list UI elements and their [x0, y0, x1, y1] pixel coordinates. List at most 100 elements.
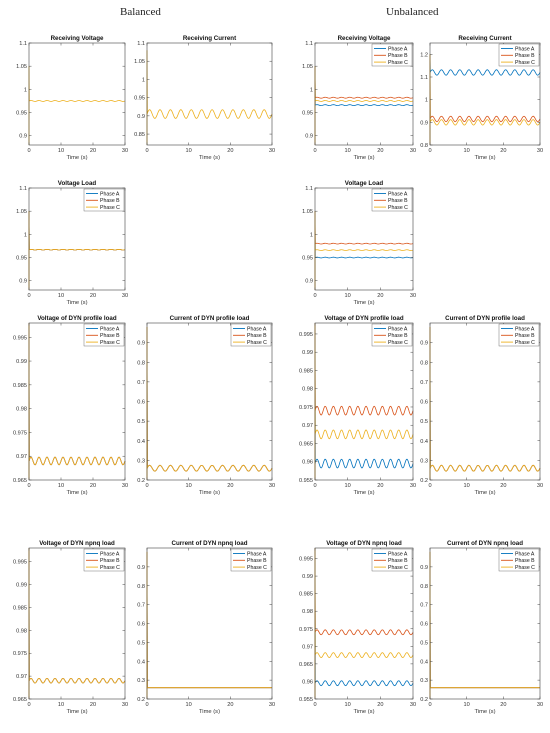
series-line-c [28, 547, 126, 699]
x-axis-label: Time (s) [66, 155, 87, 161]
x-axis-label: Time (s) [474, 490, 495, 496]
y-tick-label: 0.975 [299, 405, 313, 411]
y-tick-label: 0.9 [137, 565, 145, 571]
legend-label: Phase A [247, 326, 267, 332]
series-line-a [146, 551, 272, 699]
y-tick-label: 1.05 [134, 59, 145, 65]
y-tick-label: 1 [24, 232, 27, 238]
y-tick-label: 0.6 [137, 400, 145, 406]
plot-title: Receiving Voltage [51, 35, 104, 42]
y-tick-label: 0.965 [13, 697, 27, 703]
plot-4: Receiving Current 0.8 0.9 1 1.1 1.2 0 10 20 30 Tim… [420, 35, 543, 161]
series-line-b [314, 322, 414, 480]
y-tick-label: 0.9 [19, 134, 27, 140]
x-tick-label: 10 [345, 293, 351, 299]
plot-frame [28, 322, 126, 481]
legend-label: Phase C [388, 205, 408, 211]
y-tick-label: 1.1 [19, 41, 27, 47]
y-tick-label: 0.975 [299, 627, 313, 633]
x-tick-label: 30 [122, 702, 128, 708]
x-tick-label: 10 [464, 148, 470, 154]
y-tick-label: 0.4 [137, 659, 145, 665]
x-axis-label: Time (s) [353, 709, 374, 715]
y-tick-label: 1.1 [305, 41, 313, 47]
plot-13: Voltage of DYN npnq load 0.955 0.96 0.965 0.… [299, 540, 416, 715]
x-axis-label: Time (s) [199, 709, 220, 715]
legend-label: Phase B [388, 333, 408, 339]
y-tick-label: 0.8 [420, 143, 428, 149]
y-tick-label: 1.05 [302, 209, 313, 215]
series-line-a [429, 551, 540, 699]
series-line-b [28, 322, 126, 480]
unbalanced-header: Unbalanced [386, 6, 439, 18]
x-tick-label: 10 [464, 702, 470, 708]
legend-label: Phase B [388, 558, 408, 564]
x-tick-label: 0 [27, 148, 30, 154]
plot-7: Voltage of DYN profile load 0.965 0.97 0.97… [13, 315, 128, 496]
x-tick-label: 10 [186, 148, 192, 154]
y-tick-label: 0.99 [302, 574, 313, 580]
plot-title: Voltage of DYN profile load [37, 315, 117, 322]
x-tick-label: 30 [537, 483, 543, 489]
y-tick-label: 0.955 [299, 697, 313, 703]
y-tick-label: 0.965 [13, 478, 27, 484]
x-axis-label: Time (s) [66, 709, 87, 715]
legend-label: Phase C [515, 60, 535, 66]
plot-6: Voltage Load 0.9 0.95 1 1.05 1.1 0 10 20 30 Time (… [302, 180, 416, 306]
y-tick-label: 1.1 [137, 41, 145, 47]
x-tick-label: 20 [500, 148, 506, 154]
x-axis-label: Time (s) [199, 490, 220, 496]
series-line-b [429, 551, 540, 699]
x-tick-label: 0 [313, 483, 316, 489]
x-tick-label: 30 [410, 148, 416, 154]
y-tick-label: 0.4 [137, 439, 145, 445]
x-tick-label: 20 [500, 702, 506, 708]
series-line-a [429, 54, 541, 145]
plot-frame [28, 547, 126, 700]
plot-title: Current of DYN npnq load [447, 540, 523, 547]
x-tick-label: 30 [122, 293, 128, 299]
y-tick-label: 0.8 [420, 584, 428, 590]
x-tick-label: 30 [122, 483, 128, 489]
x-tick-label: 10 [345, 702, 351, 708]
y-tick-label: 0.985 [13, 383, 27, 389]
y-tick-label: 0.985 [299, 368, 313, 374]
x-tick-label: 30 [269, 483, 275, 489]
y-tick-label: 0.95 [302, 256, 313, 262]
y-tick-label: 0.9 [420, 341, 428, 347]
legend-label: Phase B [100, 333, 120, 339]
y-tick-label: 0.97 [16, 674, 27, 680]
y-tick-label: 1 [142, 77, 145, 83]
plot-title: Voltage Load [345, 180, 384, 187]
series-line-b [314, 66, 414, 145]
y-tick-label: 0.985 [13, 605, 27, 611]
y-tick-label: 0.98 [16, 407, 27, 413]
plot-9: Voltage of DYN profile load 0.955 0.96 0.96… [299, 315, 416, 496]
y-tick-label: 0.4 [420, 659, 428, 665]
plot-14: Current of DYN npnq load 0.2 0.3 0.4 0.5 0.6 0… [420, 540, 543, 715]
y-tick-label: 0.98 [302, 387, 313, 393]
plot-11: Voltage of DYN npnq load 0.965 0.97 0.975 0.… [13, 540, 128, 715]
y-tick-label: 0.96 [302, 460, 313, 466]
x-tick-label: 0 [27, 702, 30, 708]
legend-label: Phase C [388, 565, 408, 571]
y-tick-label: 0.9 [137, 114, 145, 120]
series-line-a [314, 547, 414, 699]
legend-label: Phase A [100, 191, 120, 197]
y-tick-label: 1.2 [420, 52, 428, 58]
series-line-a [314, 66, 414, 145]
legend-box [230, 548, 272, 572]
y-tick-label: 0.975 [13, 651, 27, 657]
y-tick-label: 0.8 [137, 584, 145, 590]
y-tick-label: 0.99 [302, 350, 313, 356]
y-tick-label: 0.3 [137, 678, 145, 684]
legend-box [83, 323, 125, 347]
plot-1: Receiving Voltage 0.9 0.95 1 1.05 1.1 0 10 20 30 T… [16, 35, 128, 161]
legend-label: Phase C [100, 205, 120, 211]
legend-label: Phase B [515, 333, 535, 339]
x-tick-label: 20 [377, 293, 383, 299]
plot-12: Current of DYN npnq load 0.2 0.3 0.4 0.5 0.6 0… [137, 540, 275, 715]
